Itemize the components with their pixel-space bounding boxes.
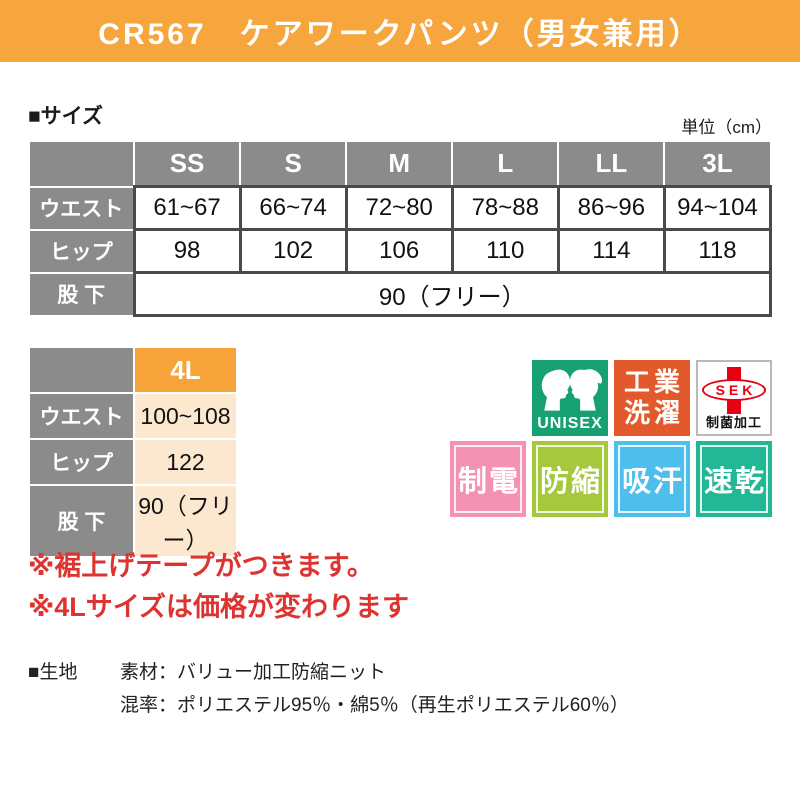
inseam-all-sizes: 90（フリー） xyxy=(132,271,772,317)
col-header-m: M xyxy=(345,140,454,188)
row-header-inseam: 股 下 xyxy=(28,271,135,317)
industrial-laundry-line2: 洗濯 xyxy=(623,398,684,428)
fabric-heading: ■生地 xyxy=(28,662,78,683)
table-4l-row-inseam: 股 下 90（フリー） xyxy=(28,484,238,558)
table-row-inseam: 股 下 90（フリー） xyxy=(28,271,772,317)
antistatic-badge: 制電 xyxy=(450,441,526,517)
title-bar: CR567 ケアワークパンツ（男女兼用） xyxy=(0,0,800,62)
blend-label: 混率： xyxy=(120,695,178,716)
note-4l-price: ※4Lサイズは価格が変わります xyxy=(28,592,409,622)
size-table: SS S M L LL 3L ウエスト 61~67 66~74 72~80 78… xyxy=(28,140,773,317)
shrink-resistant-badge-label: 防縮 xyxy=(536,445,604,513)
waist-s: 66~74 xyxy=(238,185,348,231)
row-header-waist: ウエスト xyxy=(28,185,135,231)
industrial-laundry-badge: 工業 洗濯 xyxy=(614,360,690,436)
feature-badges: UNISEX 工業 洗濯 SEK 制菌加工 制電 防縮 吸汗 xyxy=(450,360,772,517)
unisex-badge-label: UNISEX xyxy=(537,415,603,432)
col-header-3l: 3L xyxy=(663,140,772,188)
table-4l-header-row: 4L xyxy=(28,346,238,394)
table-row-hip: ヒップ 98 102 106 110 114 118 xyxy=(28,228,773,274)
col-header-s: S xyxy=(239,140,348,188)
waist-3l: 94~104 xyxy=(662,185,773,231)
sek-sublabel: 制菌加工 xyxy=(705,415,762,430)
material-value: バリュー加工防縮ニット xyxy=(177,662,387,683)
row-header-inseam-4l: 股 下 xyxy=(28,484,135,558)
row-header-waist-4l: ウエスト xyxy=(28,392,135,440)
corner-cell-4l xyxy=(28,346,135,394)
col-header-l: L xyxy=(451,140,560,188)
quick-dry-badge-label: 速乾 xyxy=(700,445,768,513)
fabric-section: ■生地 素材：バリュー加工防縮ニット 混率：ポリエステル95％・綿5％（再生ポリ… xyxy=(28,656,629,722)
sek-label: SEK xyxy=(702,379,766,401)
col-header-ss: SS xyxy=(132,140,242,188)
row-header-hip: ヒップ xyxy=(28,228,135,274)
hip-3l: 118 xyxy=(662,228,773,274)
waist-m: 72~80 xyxy=(344,185,454,231)
material-label: 素材： xyxy=(120,662,178,683)
table-4l-row-waist: ウエスト 100~108 xyxy=(28,392,238,440)
waist-ss: 61~67 xyxy=(132,185,242,231)
table-4l-row-hip: ヒップ 122 xyxy=(28,438,238,486)
badge-row-1: UNISEX 工業 洗濯 SEK 制菌加工 xyxy=(532,360,772,436)
col-header-4l: 4L xyxy=(133,346,238,394)
blend-value: ポリエステル95％・綿5％（再生ポリエステル60％） xyxy=(177,695,629,716)
row-header-hip-4l: ヒップ xyxy=(28,438,135,486)
fabric-line-blend: 混率：ポリエステル95％・綿5％（再生ポリエステル60％） xyxy=(120,689,629,722)
hip-m: 106 xyxy=(344,228,454,274)
note-hem-tape: ※裾上げテープがつきます。 xyxy=(28,551,374,581)
hip-ll: 114 xyxy=(556,228,666,274)
waist-ll: 86~96 xyxy=(556,185,666,231)
table-row-waist: ウエスト 61~67 66~74 72~80 78~88 86~96 94~10… xyxy=(28,185,773,231)
unit-label: 単位（cm） xyxy=(681,118,772,137)
waist-4l: 100~108 xyxy=(133,392,238,440)
col-header-ll: LL xyxy=(557,140,666,188)
size-table-4l: 4L ウエスト 100~108 ヒップ 122 股 下 90（フリー） xyxy=(28,346,238,558)
hip-4l: 122 xyxy=(133,438,238,486)
antistatic-badge-label: 制電 xyxy=(454,445,522,513)
size-section-heading: ■サイズ xyxy=(28,105,104,128)
sek-badge: SEK 制菌加工 xyxy=(696,360,772,436)
waist-l: 78~88 xyxy=(450,185,560,231)
notes: ※裾上げテープがつきます。 ※4Lサイズは価格が変わります xyxy=(28,546,409,628)
corner-cell xyxy=(28,140,135,188)
fabric-line-material: ■生地 素材：バリュー加工防縮ニット xyxy=(28,656,629,689)
size-table-header-row: SS S M L LL 3L xyxy=(28,140,772,188)
quick-dry-badge: 速乾 xyxy=(696,441,772,517)
badge-row-2: 制電 防縮 吸汗 速乾 xyxy=(450,441,772,517)
product-title: CR567 ケアワークパンツ（男女兼用） xyxy=(98,18,702,51)
inseam-4l: 90（フリー） xyxy=(133,484,238,558)
hip-ss: 98 xyxy=(132,228,242,274)
hip-s: 102 xyxy=(238,228,348,274)
industrial-laundry-line1: 工業 xyxy=(623,366,684,397)
shrink-resistant-badge: 防縮 xyxy=(532,441,608,517)
sweat-absorbent-badge: 吸汗 xyxy=(614,441,690,517)
hip-l: 110 xyxy=(450,228,560,274)
sweat-absorbent-badge-label: 吸汗 xyxy=(618,445,686,513)
unisex-badge: UNISEX xyxy=(532,360,608,436)
